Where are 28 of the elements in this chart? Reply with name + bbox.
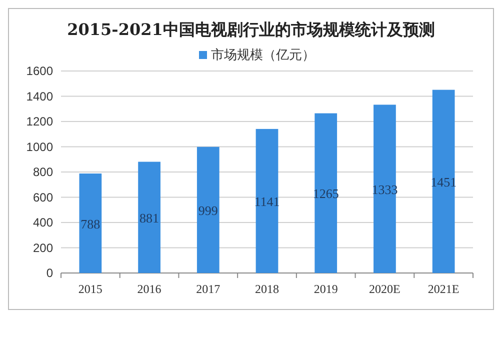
y-tick-label: 1200 [26, 114, 54, 128]
x-tick-label: 2018 [255, 282, 279, 296]
x-tick-label: 2016 [137, 282, 162, 296]
y-tick-label: 200 [32, 240, 54, 255]
legend-label: 市场规模（亿元） [211, 48, 315, 63]
data-label: 999 [198, 202, 218, 218]
data-label: 788 [80, 216, 100, 232]
bar [79, 174, 102, 273]
bar [432, 90, 455, 273]
chart-title: 2015-2021中国电视剧行业的市场规模统计及预测 [67, 20, 435, 39]
y-tick-label: 1000 [26, 140, 54, 154]
x-tick-label: 2020E [369, 282, 400, 296]
y-tick-label: 600 [32, 190, 54, 204]
y-tick-label: 1600 [26, 64, 54, 78]
y-tick-label: 1400 [26, 89, 54, 104]
bar [138, 162, 160, 273]
x-tick-label: 2015 [78, 282, 102, 296]
bar [374, 104, 396, 273]
bar [256, 128, 278, 273]
x-tick-label: 2021E [428, 282, 460, 296]
x-tick-label: 2019 [314, 282, 338, 296]
y-tick-label: 800 [32, 165, 54, 179]
bar [314, 113, 338, 273]
bar [196, 146, 220, 273]
x-tick-label: 2017 [196, 282, 220, 296]
y-tick-label: 0 [46, 266, 54, 280]
y-tick-label: 400 [32, 216, 54, 230]
data-label: 881 [140, 210, 160, 226]
